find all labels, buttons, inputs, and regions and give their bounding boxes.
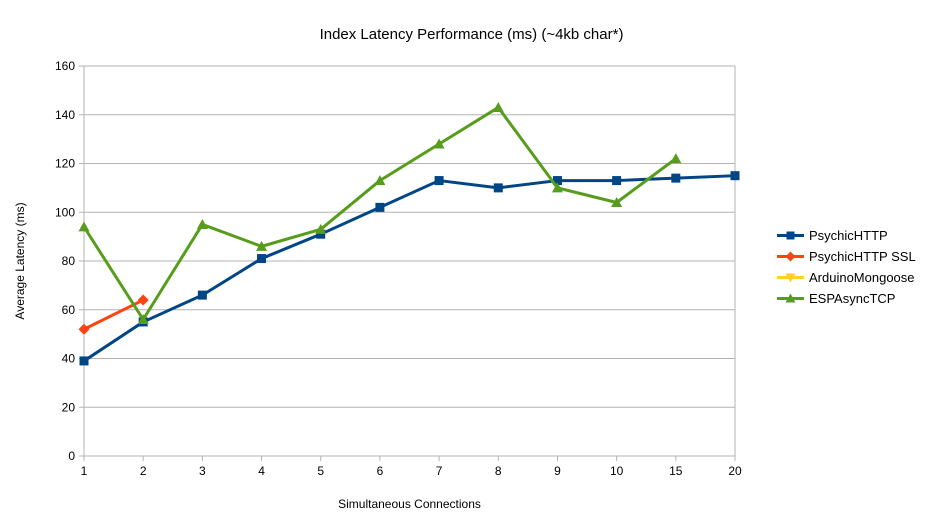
y-tick-label: 60 (62, 303, 76, 317)
series-marker-espasynctcp (315, 223, 327, 234)
legend-label: ArduinoMongoose (809, 270, 915, 285)
y-tick-label: 80 (62, 254, 76, 268)
x-tick-label: 4 (258, 464, 265, 478)
x-tick-label: 20 (728, 464, 742, 478)
series-marker-psychichttp (612, 176, 622, 186)
series-line-espasynctcp (82, 105, 677, 321)
x-tick-label: 10 (610, 464, 624, 478)
y-tick-label: 100 (55, 205, 75, 219)
legend-item-espasynctcp: ESPAsyncTCP (777, 288, 916, 309)
x-axis-title: Simultaneous Connections (338, 497, 481, 511)
series-marker-psychichttp (552, 176, 562, 186)
legend-swatch-psychichttp-ssl (777, 251, 804, 262)
series-marker-psychichttp (671, 173, 681, 183)
y-tick-label: 160 (55, 59, 75, 73)
series-marker-psychichttp (434, 176, 444, 186)
x-tick-label: 1 (81, 464, 88, 478)
y-tick-label: 140 (55, 108, 75, 122)
legend-item-arduinomongoose: ArduinoMongoose (777, 267, 916, 288)
x-tick-label: 9 (554, 464, 561, 478)
legend-swatch-espasynctcp (777, 293, 804, 303)
series-marker-espasynctcp (137, 314, 149, 324)
x-tick-label: 8 (495, 464, 502, 478)
legend: PsychicHTTP PsychicHTTP SSL ArduinoMongoos… (777, 225, 916, 309)
legend-item-psychichttp: PsychicHTTP (777, 225, 916, 246)
x-tick-label: 5 (317, 464, 324, 478)
y-tick-label: 0 (68, 449, 75, 463)
series-marker-psychichttp (316, 229, 326, 239)
series-line-psychichttp (83, 174, 736, 363)
legend-marker-psychichttp-ssl (785, 251, 796, 262)
y-tick-label: 40 (62, 352, 76, 366)
series-marker-psychichttp (493, 183, 503, 193)
legend-item-psychichttp-ssl: PsychicHTTP SSL (777, 246, 916, 267)
chart-title: Index Latency Performance (ms) (~4kb cha… (319, 26, 624, 43)
x-tick-label: 3 (199, 464, 206, 478)
series-marker-espasynctcp (670, 153, 682, 164)
legend-label: PsychicHTTP SSL (809, 249, 916, 264)
series-marker-psychichttp-ssl (137, 294, 149, 306)
series-marker-espasynctcp (374, 175, 386, 186)
legend-label: ESPAsyncTCP (809, 291, 896, 306)
series-marker-psychichttp (730, 171, 740, 181)
x-tick-label: 6 (377, 464, 384, 478)
series-marker-psychichttp (79, 356, 89, 366)
legend-label: PsychicHTTP (809, 228, 888, 243)
x-tick-label: 15 (669, 464, 683, 478)
x-tick-label: 7 (436, 464, 443, 478)
series-marker-espasynctcp (78, 221, 90, 232)
y-tick-label: 120 (55, 157, 75, 171)
legend-marker-arduinomongoose (785, 273, 796, 283)
y-tick-label: 20 (62, 400, 76, 414)
series-marker-espasynctcp (492, 101, 504, 112)
series-marker-psychichttp (375, 202, 385, 212)
series-marker-espasynctcp (196, 218, 208, 229)
legend-marker-psychichttp (786, 231, 795, 240)
series-marker-psychichttp (197, 290, 207, 300)
legend-marker-espasynctcp (785, 293, 796, 303)
series-marker-espasynctcp (256, 240, 268, 251)
series-marker-psychichttp (257, 254, 267, 264)
legend-swatch-psychichttp (777, 231, 804, 240)
series-marker-espasynctcp (551, 182, 563, 193)
x-tick-label: 2 (140, 464, 147, 478)
series-marker-espasynctcp (611, 197, 623, 207)
legend-swatch-arduinomongoose (777, 273, 804, 283)
series-marker-psychichttp-ssl (78, 323, 90, 335)
series-marker-espasynctcp (433, 138, 445, 149)
